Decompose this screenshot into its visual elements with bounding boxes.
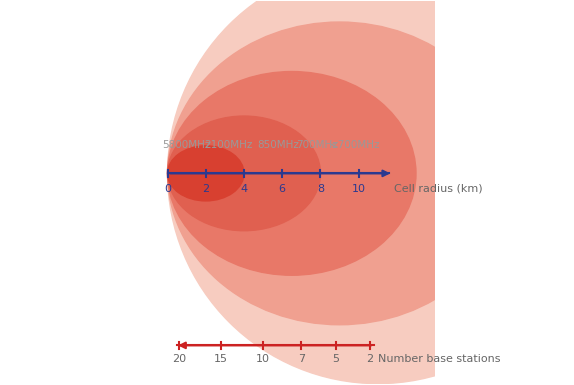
Text: Number base stations: Number base stations bbox=[378, 354, 501, 364]
Text: 8: 8 bbox=[317, 184, 324, 194]
Text: <700MHz: <700MHz bbox=[329, 140, 380, 150]
Ellipse shape bbox=[168, 22, 511, 325]
Text: 20: 20 bbox=[172, 354, 186, 364]
Text: 15: 15 bbox=[214, 354, 228, 364]
Text: 2: 2 bbox=[202, 184, 210, 194]
Ellipse shape bbox=[168, 146, 244, 201]
Text: 2100MHz: 2100MHz bbox=[204, 140, 253, 150]
Text: 850MHz: 850MHz bbox=[258, 140, 299, 150]
Text: 2: 2 bbox=[367, 354, 374, 364]
Text: Cell radius (km): Cell radius (km) bbox=[394, 184, 483, 194]
Text: 10: 10 bbox=[352, 184, 366, 194]
Ellipse shape bbox=[168, 72, 416, 275]
Ellipse shape bbox=[168, 116, 320, 231]
Text: 5: 5 bbox=[332, 354, 339, 364]
Text: 6: 6 bbox=[279, 184, 286, 194]
Text: 7: 7 bbox=[298, 354, 305, 364]
Text: 0: 0 bbox=[164, 184, 171, 194]
Ellipse shape bbox=[168, 0, 574, 383]
Text: 700MHz: 700MHz bbox=[296, 140, 338, 150]
Text: 5800MHz: 5800MHz bbox=[162, 140, 211, 150]
Text: 10: 10 bbox=[256, 354, 270, 364]
Text: 4: 4 bbox=[241, 184, 247, 194]
